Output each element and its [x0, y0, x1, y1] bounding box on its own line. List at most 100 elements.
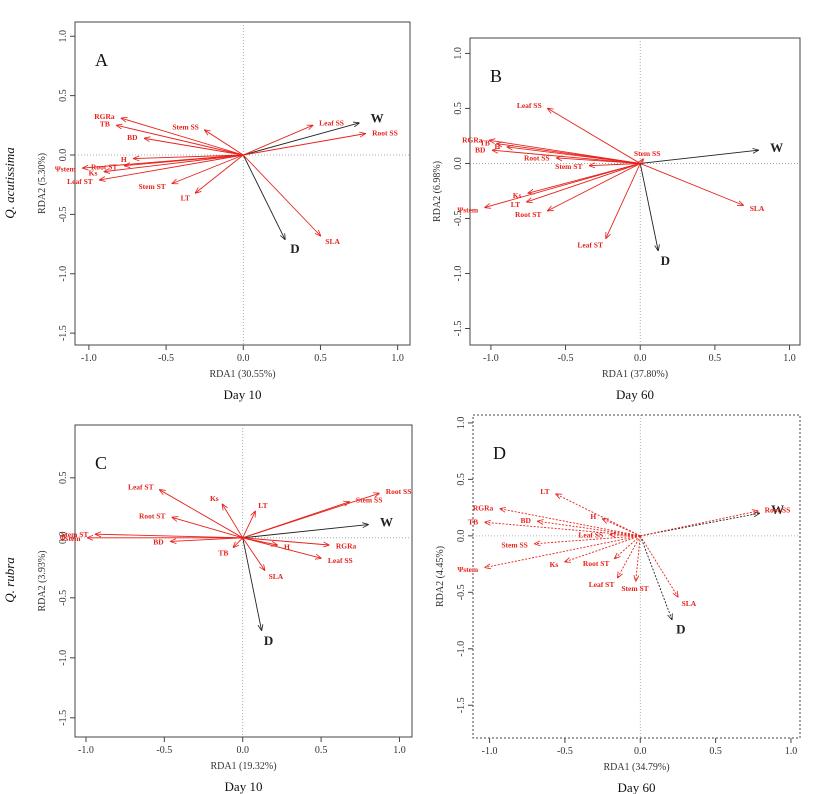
vector-label: Leaf ST [577, 241, 603, 250]
vector-arrow [485, 163, 641, 207]
vector-arrow [243, 123, 359, 156]
vector-arrow [565, 535, 641, 562]
vector-arrow [640, 159, 643, 163]
panel-label: A [95, 50, 108, 70]
vector-label: BD [153, 538, 164, 547]
x-axis-label: RDA1 (37.80%) [602, 369, 668, 380]
vector-arrow [172, 154, 244, 184]
x-tick-label: 1.0 [393, 745, 406, 756]
vector-label: W [380, 514, 393, 529]
vector-label: Root ST [139, 511, 165, 520]
vector-arrow [100, 154, 244, 180]
vector-arrow [242, 525, 368, 539]
vector-label: BD [475, 146, 486, 155]
vector-label: LT [540, 487, 549, 496]
x-tick-label: 1.0 [391, 353, 404, 364]
x-tick-label: 0.5 [315, 745, 328, 756]
y-tick-label: -1.0 [58, 266, 69, 282]
x-tick-label: 0.5 [314, 353, 327, 364]
x-tick-label: 0.0 [634, 746, 647, 757]
vector-arrow [242, 537, 329, 545]
vector-label: BD [520, 516, 531, 525]
x-axis-label: RDA1 (19.32%) [210, 761, 276, 772]
vector-label: Leaf SS [319, 119, 344, 128]
vector-label: Leaf ST [67, 177, 93, 186]
vector-arrow [639, 535, 672, 620]
vector-arrow [527, 163, 641, 202]
vector-label: W [371, 111, 384, 126]
vector-label: RGRa [336, 542, 357, 551]
y-tick-label: 1.0 [58, 30, 69, 43]
y-axis-label: RDA2 (3.93%) [37, 550, 48, 611]
vector-arrow [134, 154, 244, 159]
vector-arrow [124, 154, 244, 166]
vector-label: BD [127, 133, 138, 142]
vector-arrow [640, 513, 759, 537]
vector-label: Stem SS [356, 496, 382, 505]
vector-label: W [770, 140, 783, 155]
y-tick-label: -1.5 [58, 710, 69, 726]
y-tick-label: 0.5 [58, 472, 69, 485]
vector-arrow [615, 535, 641, 559]
vector-label: Ks [513, 191, 522, 200]
y-tick-label: -1.5 [456, 697, 467, 713]
vector-arrow [242, 154, 320, 236]
x-axis-label: RDA1 (34.79%) [603, 762, 669, 773]
vector-label: Stem SS [634, 149, 660, 158]
vector-label: Leaf SS [578, 530, 603, 539]
vector-arrow [233, 537, 244, 548]
plot-frame [74, 424, 413, 738]
vector-arrow [242, 537, 277, 545]
vector-label: D [290, 241, 299, 256]
y-tick-label: -1.0 [58, 650, 69, 666]
x-tick-label: 0.0 [634, 353, 647, 364]
vector-label: Ks [550, 560, 559, 569]
y-tick-label: -0.5 [453, 211, 464, 227]
x-tick-label: 0.5 [709, 353, 722, 364]
vector-arrow [117, 125, 244, 156]
y-tick-label: -1.5 [453, 321, 464, 337]
vector-arrow [121, 118, 244, 156]
vector-arrow [242, 493, 379, 539]
caption: Day 10 [225, 779, 263, 794]
x-tick-label: -0.5 [158, 353, 174, 364]
vector-arrow [205, 130, 244, 156]
vector-arrow [242, 537, 265, 570]
vector-label: Stem ST [61, 530, 88, 539]
vector-arrow [242, 537, 321, 558]
y-axis-label: RDA2 (6.98%) [432, 161, 443, 222]
vector-arrow [589, 163, 641, 165]
y-tick-label: 0.5 [456, 473, 467, 486]
vector-label: Stem ST [621, 584, 648, 593]
caption: Day 10 [224, 387, 262, 402]
row-label: Q. rubra [2, 557, 17, 603]
vector-arrow [548, 108, 641, 164]
vector-arrow [95, 534, 243, 539]
vector-label: SLA [682, 599, 697, 608]
y-tick-label: 0.5 [58, 89, 69, 102]
vector-label: Root SS [524, 153, 550, 162]
vector-arrow [640, 511, 758, 537]
vector-label: SLA [325, 237, 340, 246]
vector-arrow [104, 154, 244, 172]
y-tick-label: -1.0 [453, 266, 464, 282]
vector-arrow [171, 537, 243, 542]
vector-label: H [284, 542, 290, 551]
vector-label: W [771, 502, 784, 517]
vector-arrow [243, 125, 312, 156]
x-tick-label: 0.5 [709, 746, 722, 757]
vector-arrow [639, 535, 678, 597]
y-tick-label: -1.5 [58, 325, 69, 341]
x-tick-label: -1.0 [78, 745, 94, 756]
vector-label: TB [468, 518, 478, 527]
vector-label: TB [100, 120, 110, 129]
y-tick-label: -1.0 [456, 641, 467, 657]
y-tick-label: 0.0 [453, 157, 464, 170]
vector-arrow [636, 535, 641, 581]
vector-label: Root SS [372, 128, 398, 137]
vector-label: LT [511, 200, 520, 209]
vector-label: Ψstem [457, 205, 479, 214]
plot-frame [74, 21, 411, 346]
panel-label: B [490, 66, 502, 86]
vector-label: Root ST [91, 162, 117, 171]
